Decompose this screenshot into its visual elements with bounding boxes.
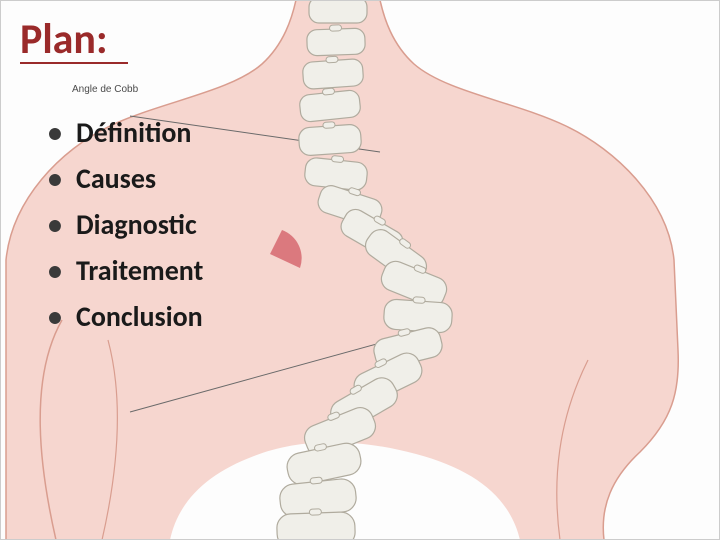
plan-list: Définition Causes Diagnostic Traitement Conc… [48,110,203,340]
vertebra-process [329,25,341,31]
slide-title-underline [20,62,128,64]
slide-title: Plan: [20,14,108,65]
vertebra [307,28,366,56]
vertebra-process [331,155,344,162]
plan-item-label: Traitement [76,253,203,288]
cobb-angle-label: Angle de Cobb [72,84,138,95]
slide: Plan: Angle de Cobb Définition Causes Diag… [0,0,720,540]
plan-item: Définition [48,110,203,156]
vertebra [302,58,364,89]
plan-item: Causes [48,156,203,202]
vertebra [276,512,355,540]
plan-item-label: Conclusion [76,299,203,334]
vertebra [383,299,453,334]
vertebra [298,124,362,156]
plan-item: Conclusion [48,294,203,340]
plan-item-label: Causes [76,161,156,196]
vertebra [309,0,367,23]
plan-item: Diagnostic [48,202,203,248]
plan-item: Traitement [48,248,203,294]
vertebra-process [310,477,323,484]
vertebra-process [309,509,321,515]
vertebra-process [322,88,335,95]
plan-item-label: Définition [76,115,191,150]
plan-item-label: Diagnostic [76,207,197,242]
vertebra-process [413,297,425,304]
vertebra-process [326,56,338,63]
vertebra-process [323,122,335,129]
